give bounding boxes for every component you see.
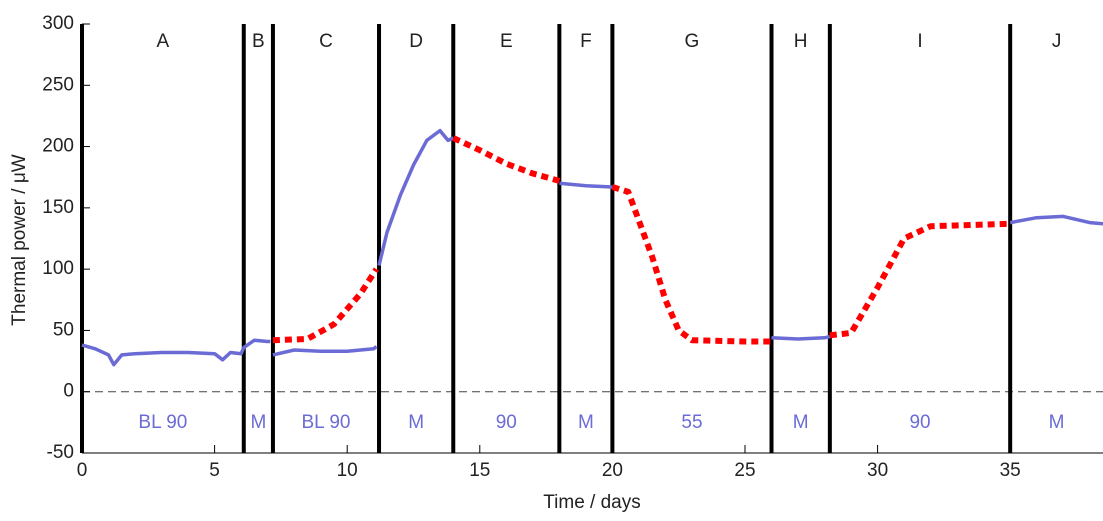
condition-label: M [578,412,594,433]
y-tick-label: 200 [42,136,74,157]
y-tick-label: -50 [47,442,74,463]
section-label: F [580,31,592,52]
y-tick-label: 50 [53,319,74,340]
section-label: B [252,31,265,52]
condition-label: 90 [496,412,517,433]
condition-label: M [408,412,424,433]
x-tick-label: 10 [337,460,358,481]
section-label: E [500,31,513,52]
section-label: J [1052,31,1062,52]
section-label: I [917,31,922,52]
section-label: H [794,31,808,52]
section-label: D [409,31,423,52]
y-tick-label: 250 [42,74,74,95]
condition-label: M [250,412,266,433]
x-tick-label: 25 [734,460,755,481]
condition-label: M [1049,412,1065,433]
y-tick-label: 0 [63,381,74,402]
x-axis-label: Time / days [543,492,641,513]
y-axis-label: Thermal power / μW [9,154,30,325]
y-tick-label: 100 [42,258,74,279]
x-tick-label: 15 [469,460,490,481]
series-line [272,135,1011,345]
condition-label: BL 90 [302,412,351,433]
y-tick-label: 300 [42,13,74,34]
y-tick-label: 150 [42,197,74,218]
series-line [81,128,1103,367]
x-tick-label: 0 [77,460,88,481]
condition-label: M [793,412,809,433]
section-label: A [157,31,170,52]
condition-label: BL 90 [138,412,187,433]
condition-label: 55 [681,412,702,433]
x-tick-label: 35 [1000,460,1021,481]
condition-label: 90 [909,412,930,433]
x-tick-label: 30 [867,460,888,481]
section-label: G [685,31,700,52]
x-tick-label: 20 [602,460,623,481]
x-tick-label: 5 [209,460,220,481]
section-label: C [319,31,333,52]
